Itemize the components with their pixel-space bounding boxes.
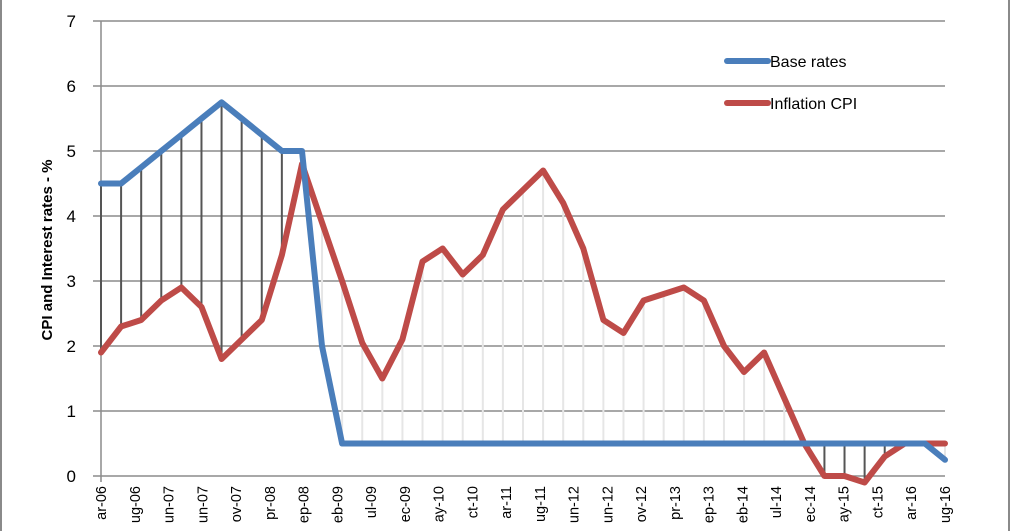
x-tick-label: ul-09 <box>364 486 380 518</box>
x-tick-label: ay-10 <box>432 486 448 522</box>
x-tick-label: eb-14 <box>735 486 751 523</box>
y-tick-label: 1 <box>67 402 76 421</box>
x-tick-label: un-07 <box>195 486 211 523</box>
x-tick-label: ar-11 <box>499 486 515 519</box>
x-tick-label: ay-15 <box>837 486 853 522</box>
x-tick-label: ec-14 <box>803 486 819 522</box>
series-base-rates <box>98 99 948 463</box>
y-axis-label: CPI and Interest rates - % <box>39 160 56 341</box>
y-tick-label: 7 <box>67 12 76 31</box>
x-tick-label: un-12 <box>567 486 583 523</box>
legend: Base rates Inflation CPI <box>724 54 857 113</box>
y-tick-label: 6 <box>67 77 76 96</box>
y-tick-label: 0 <box>67 467 76 486</box>
x-tick-label: ug-06 <box>128 486 144 523</box>
drop-lines <box>100 102 946 483</box>
x-tick-label: pr-08 <box>263 486 279 520</box>
x-tick-label: ec-09 <box>398 486 414 522</box>
series-lines <box>98 99 948 486</box>
y-tick-label: 4 <box>67 207 76 226</box>
x-tick-label: ep-13 <box>702 486 718 523</box>
x-tick-label: pr-13 <box>668 486 684 520</box>
x-tick-label: un-07 <box>162 486 178 523</box>
y-tick-label: 5 <box>67 142 76 161</box>
x-tick-label: ep-08 <box>297 486 313 523</box>
x-tick-label: ar-16 <box>904 486 920 520</box>
x-tick-label: un-12 <box>600 486 616 523</box>
y-tick-label: 3 <box>67 272 76 291</box>
x-tick-label: ct-15 <box>870 486 886 518</box>
legend-label-base-rates: Base rates <box>770 54 846 71</box>
x-tick-label: ct-10 <box>465 486 481 518</box>
legend-label-inflation-cpi: Inflation CPI <box>770 96 857 113</box>
x-tick-label: ov-12 <box>634 486 650 522</box>
x-tick-label: ul-14 <box>769 486 785 518</box>
x-axis-ticks: ar-06 ug-06 un-07 un-07 ov-07 pr-08 ep-08 eb-09… <box>94 486 954 523</box>
x-tick-label: ov-07 <box>229 486 245 522</box>
gridlines <box>93 20 945 482</box>
x-tick-label: ar-06 <box>94 486 110 520</box>
x-tick-label: ug-11 <box>533 486 549 522</box>
x-tick-label: ug-16 <box>938 486 954 523</box>
y-tick-label: 2 <box>67 337 76 356</box>
y-axis-ticks: 0 1 2 3 4 5 6 7 <box>67 12 76 486</box>
x-tick-label: eb-09 <box>330 486 346 523</box>
